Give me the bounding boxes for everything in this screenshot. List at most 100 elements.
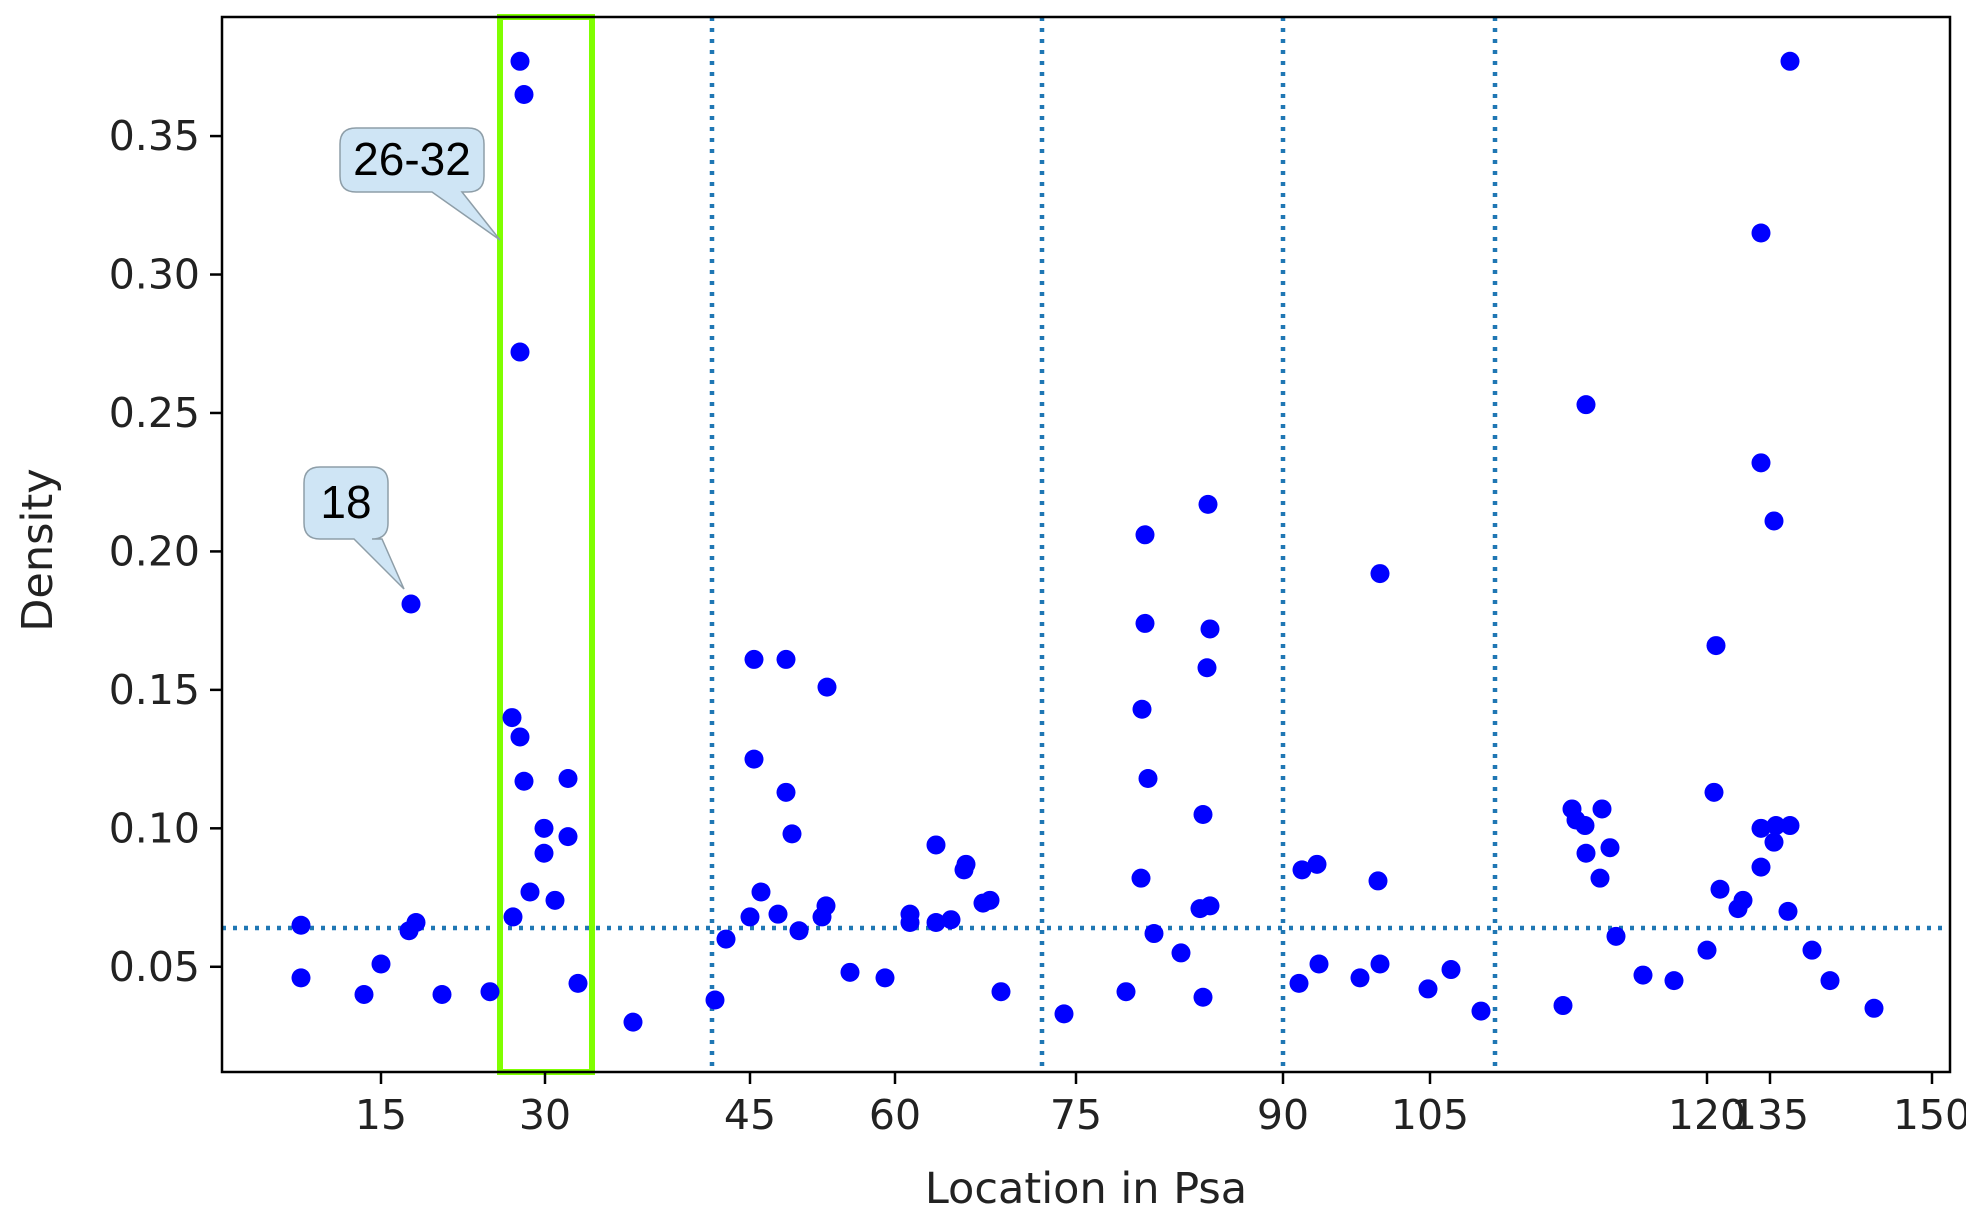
- data-point-91: [1706, 636, 1726, 656]
- data-point-89: [1697, 940, 1717, 960]
- data-point-88: [1664, 971, 1684, 991]
- reference-lines: [222, 17, 1950, 1072]
- y-tick-label-1: 0.10: [109, 804, 200, 852]
- x-tick-label-2: 45: [724, 1091, 776, 1139]
- data-point-73: [1370, 954, 1390, 974]
- data-point-20: [558, 768, 578, 788]
- data-point-44: [941, 910, 961, 930]
- data-point-21: [558, 827, 578, 847]
- x-tick-label-9: 150: [1893, 1091, 1966, 1139]
- x-tick-label-8: 135: [1731, 1091, 1809, 1139]
- data-point-10: [503, 907, 523, 927]
- x-tick-label-1: 30: [519, 1091, 571, 1139]
- data-point-101: [1764, 511, 1784, 531]
- callout-26-32-text: 26-32: [353, 133, 471, 185]
- data-point-105: [1802, 940, 1822, 960]
- y-tick-label-2: 0.15: [109, 666, 200, 714]
- data-point-70: [1350, 968, 1370, 988]
- data-point-6: [432, 984, 452, 1004]
- data-point-14: [514, 85, 534, 105]
- data-point-50: [1054, 1004, 1074, 1024]
- data-point-2: [354, 984, 374, 1004]
- x-tick-label-7: 120: [1668, 1091, 1746, 1139]
- data-point-49: [991, 982, 1011, 1002]
- data-point-72: [1370, 564, 1390, 584]
- data-point-87: [1633, 965, 1653, 985]
- data-point-24: [705, 990, 725, 1010]
- x-tick-label-4: 75: [1050, 1091, 1102, 1139]
- data-point-34: [789, 921, 809, 941]
- data-point-98: [1751, 857, 1771, 877]
- data-point-67: [1292, 860, 1312, 880]
- data-point-56: [1138, 768, 1158, 788]
- data-point-25: [716, 929, 736, 949]
- data-point-55: [1135, 613, 1155, 633]
- y-axis-label: Density: [13, 468, 63, 631]
- data-point-74: [1418, 979, 1438, 999]
- data-point-42: [926, 912, 946, 932]
- data-point-31: [776, 649, 796, 669]
- data-point-97: [1751, 818, 1771, 838]
- data-point-94: [1733, 890, 1753, 910]
- data-point-32: [776, 782, 796, 802]
- data-point-107: [1864, 998, 1884, 1018]
- data-point-33: [782, 824, 802, 844]
- data-point-23: [623, 1012, 643, 1032]
- y-tick-label-4: 0.25: [109, 389, 200, 437]
- data-point-43: [926, 835, 946, 855]
- data-point-69: [1309, 954, 1329, 974]
- data-point-53: [1132, 699, 1152, 719]
- data-point-62: [1193, 804, 1213, 824]
- data-point-100: [1764, 832, 1784, 852]
- data-point-0: [291, 915, 311, 935]
- data-point-84: [1592, 799, 1612, 819]
- data-point-96: [1751, 453, 1771, 473]
- data-point-64: [1200, 619, 1220, 639]
- data-point-41: [900, 912, 920, 932]
- data-point-36: [816, 896, 836, 916]
- data-point-106: [1820, 971, 1840, 991]
- y-tick-label-5: 0.30: [109, 251, 200, 299]
- data-point-75: [1441, 960, 1461, 980]
- callout-26-32-bubble: [339, 127, 501, 241]
- data-point-86: [1606, 926, 1626, 946]
- data-point-12: [510, 342, 530, 362]
- callout-18: 18: [303, 466, 405, 590]
- data-points: [291, 51, 1884, 1032]
- data-point-39: [875, 968, 895, 988]
- callout-18-text: 18: [320, 476, 371, 528]
- x-tick-label-0: 15: [355, 1091, 407, 1139]
- data-point-27: [744, 649, 764, 669]
- data-point-7: [401, 594, 421, 614]
- y-tick-label-3: 0.20: [109, 527, 200, 575]
- callout-18-bubble: [303, 466, 405, 590]
- data-point-102: [1780, 51, 1800, 71]
- data-point-9: [502, 708, 522, 728]
- y-axis: 0.05 0.10 0.15 0.20 0.25 0.30 0.35: [109, 112, 222, 991]
- data-point-5: [406, 912, 426, 932]
- data-point-18: [534, 843, 554, 863]
- data-point-57: [1144, 924, 1164, 944]
- data-point-26: [740, 907, 760, 927]
- x-tick-label-6: 105: [1391, 1091, 1469, 1139]
- data-point-103: [1780, 816, 1800, 836]
- data-point-48: [980, 890, 1000, 910]
- y-tick-label-0: 0.05: [109, 943, 200, 991]
- data-point-58: [1171, 943, 1191, 963]
- data-point-71: [1368, 871, 1388, 891]
- data-point-65: [1193, 987, 1213, 1007]
- data-point-76: [1471, 1001, 1491, 1021]
- data-point-90: [1704, 782, 1724, 802]
- data-point-77: [1553, 996, 1573, 1016]
- plot-frame: [220, 15, 1952, 1074]
- y-tick-label-6: 0.35: [109, 112, 200, 160]
- data-point-82: [1576, 395, 1596, 415]
- data-point-8: [480, 982, 500, 1002]
- data-point-30: [768, 904, 788, 924]
- data-point-83: [1590, 868, 1610, 888]
- data-point-29: [751, 882, 771, 902]
- data-point-104: [1778, 901, 1798, 921]
- data-point-61: [1197, 658, 1217, 678]
- data-point-15: [514, 771, 534, 791]
